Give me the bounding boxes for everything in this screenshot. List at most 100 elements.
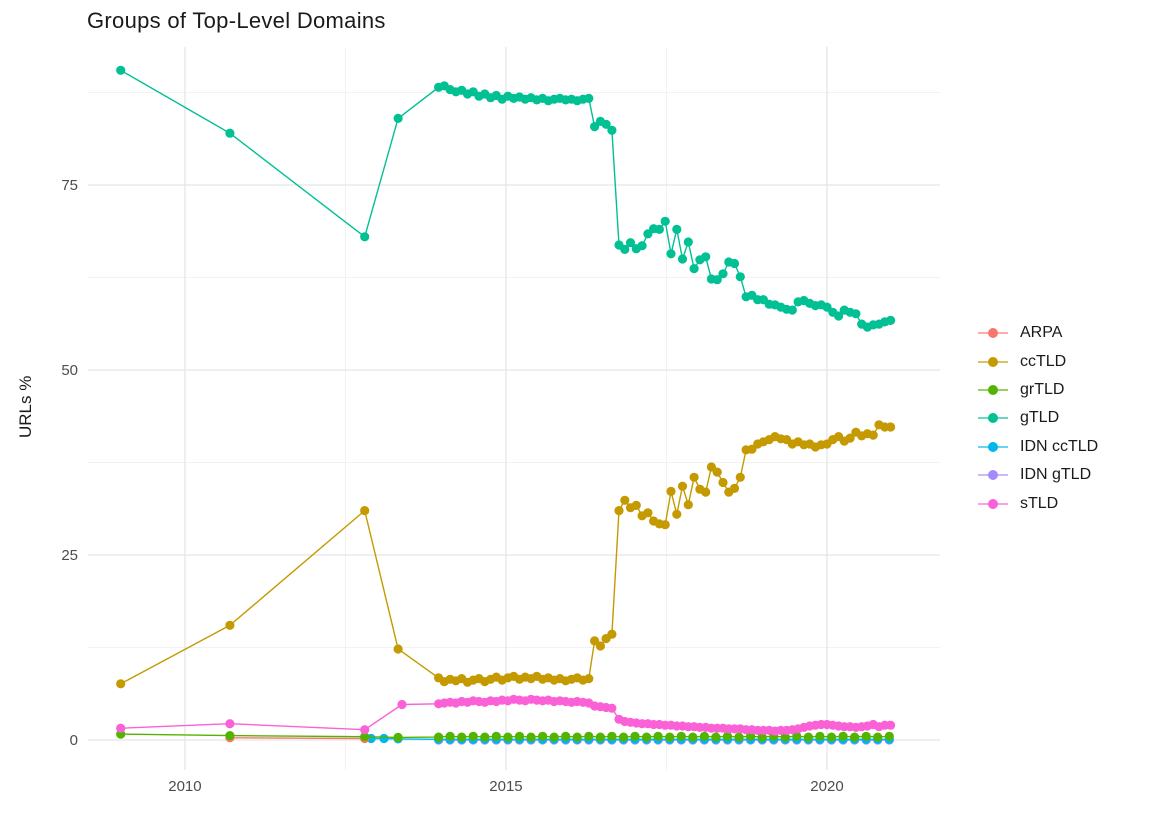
legend-key-icon bbox=[978, 384, 1008, 395]
data-point bbox=[397, 699, 407, 710]
legend-item-idn-gtld: IDN gTLD bbox=[978, 461, 1098, 489]
data-point bbox=[360, 732, 370, 742]
data-point bbox=[445, 731, 455, 741]
data-point bbox=[689, 264, 699, 274]
data-point bbox=[116, 679, 126, 689]
data-point bbox=[861, 731, 871, 741]
data-point bbox=[360, 232, 370, 242]
data-point bbox=[595, 641, 606, 651]
legend-item-arpa: ARPA bbox=[978, 319, 1098, 347]
data-point bbox=[884, 731, 894, 741]
legend-key-icon bbox=[978, 356, 1008, 367]
data-point bbox=[792, 731, 802, 741]
y-axis-tick-label: 50 bbox=[61, 362, 78, 379]
data-point bbox=[538, 731, 548, 741]
legend-key-icon bbox=[978, 470, 1008, 481]
data-point bbox=[722, 731, 733, 741]
data-point bbox=[393, 732, 403, 743]
data-point bbox=[360, 725, 370, 735]
data-point bbox=[689, 472, 699, 482]
data-point bbox=[683, 500, 693, 510]
data-point bbox=[457, 732, 467, 742]
data-point bbox=[729, 258, 740, 269]
data-point bbox=[850, 732, 860, 742]
x-axis-tick-label: 2015 bbox=[489, 778, 522, 795]
data-point bbox=[225, 620, 235, 630]
data-point bbox=[393, 113, 403, 123]
y-axis-title: URLs % bbox=[16, 375, 35, 438]
data-point bbox=[886, 422, 896, 432]
data-point bbox=[873, 732, 883, 742]
data-point bbox=[584, 674, 594, 684]
data-point bbox=[711, 732, 721, 742]
data-point bbox=[631, 500, 641, 510]
data-point bbox=[735, 472, 745, 482]
data-point bbox=[393, 644, 403, 654]
data-point bbox=[491, 731, 501, 741]
legend-item-gtld: gTLD bbox=[978, 404, 1098, 432]
legend-key-icon bbox=[978, 498, 1008, 509]
y-axis-tick-label: 75 bbox=[61, 177, 78, 194]
legend-key-dot bbox=[988, 498, 998, 509]
data-point bbox=[595, 732, 606, 742]
data-point bbox=[225, 731, 235, 741]
data-point bbox=[886, 720, 896, 730]
data-point bbox=[620, 495, 630, 505]
legend-key-icon bbox=[978, 328, 1008, 339]
data-point bbox=[116, 723, 126, 733]
data-point bbox=[549, 732, 559, 742]
data-point bbox=[677, 481, 688, 491]
legend-key-dot bbox=[988, 470, 998, 481]
data-point bbox=[584, 731, 594, 741]
series-gTLD bbox=[116, 65, 896, 332]
legend: ARPA ccTLD grTLD gTLD IDN ccTLD IDN gTLD sTLD bbox=[978, 319, 1098, 518]
data-point bbox=[701, 487, 711, 497]
legend-item-label: IDN gTLD bbox=[1020, 466, 1092, 484]
data-point bbox=[618, 732, 629, 742]
data-point bbox=[683, 237, 693, 247]
legend-item-grtld: grTLD bbox=[978, 376, 1098, 404]
legend-item-label: sTLD bbox=[1020, 494, 1059, 512]
legend-item-label: ccTLD bbox=[1020, 352, 1067, 370]
series-ARPA bbox=[225, 733, 370, 744]
legend-item-idn-cctld: IDN ccTLD bbox=[978, 433, 1098, 461]
legend-key-icon bbox=[978, 413, 1008, 424]
data-point bbox=[630, 731, 640, 741]
y-axis-tick-label: 0 bbox=[70, 732, 78, 749]
legend-key-dot bbox=[988, 384, 998, 395]
legend-item-label: IDN ccTLD bbox=[1020, 437, 1099, 455]
data-point bbox=[607, 629, 617, 639]
data-point bbox=[666, 249, 676, 259]
series-sTLD bbox=[116, 694, 896, 736]
data-point bbox=[676, 731, 686, 741]
data-point bbox=[712, 467, 722, 477]
data-point bbox=[643, 508, 653, 518]
data-point bbox=[660, 216, 670, 226]
legend-key-dot bbox=[988, 356, 998, 367]
legend-item-cctld: ccTLD bbox=[978, 347, 1098, 375]
data-point bbox=[666, 486, 676, 496]
data-point bbox=[360, 506, 370, 516]
data-point bbox=[729, 483, 740, 493]
legend-item-label: ARPA bbox=[1020, 324, 1063, 342]
data-point bbox=[803, 732, 814, 742]
data-point bbox=[734, 732, 744, 742]
legend-key-dot bbox=[988, 328, 998, 339]
data-point bbox=[886, 315, 896, 325]
legend-item-label: grTLD bbox=[1020, 380, 1065, 398]
data-point bbox=[601, 119, 611, 129]
data-point bbox=[607, 703, 617, 713]
data-point bbox=[468, 731, 478, 741]
data-point bbox=[699, 731, 710, 741]
data-point bbox=[712, 275, 722, 285]
data-point bbox=[815, 731, 825, 741]
data-point bbox=[838, 731, 848, 741]
data-point bbox=[851, 309, 861, 319]
data-point bbox=[672, 509, 682, 519]
data-point bbox=[701, 252, 711, 262]
data-point bbox=[653, 731, 663, 741]
data-point bbox=[665, 732, 675, 742]
data-point bbox=[735, 272, 745, 282]
